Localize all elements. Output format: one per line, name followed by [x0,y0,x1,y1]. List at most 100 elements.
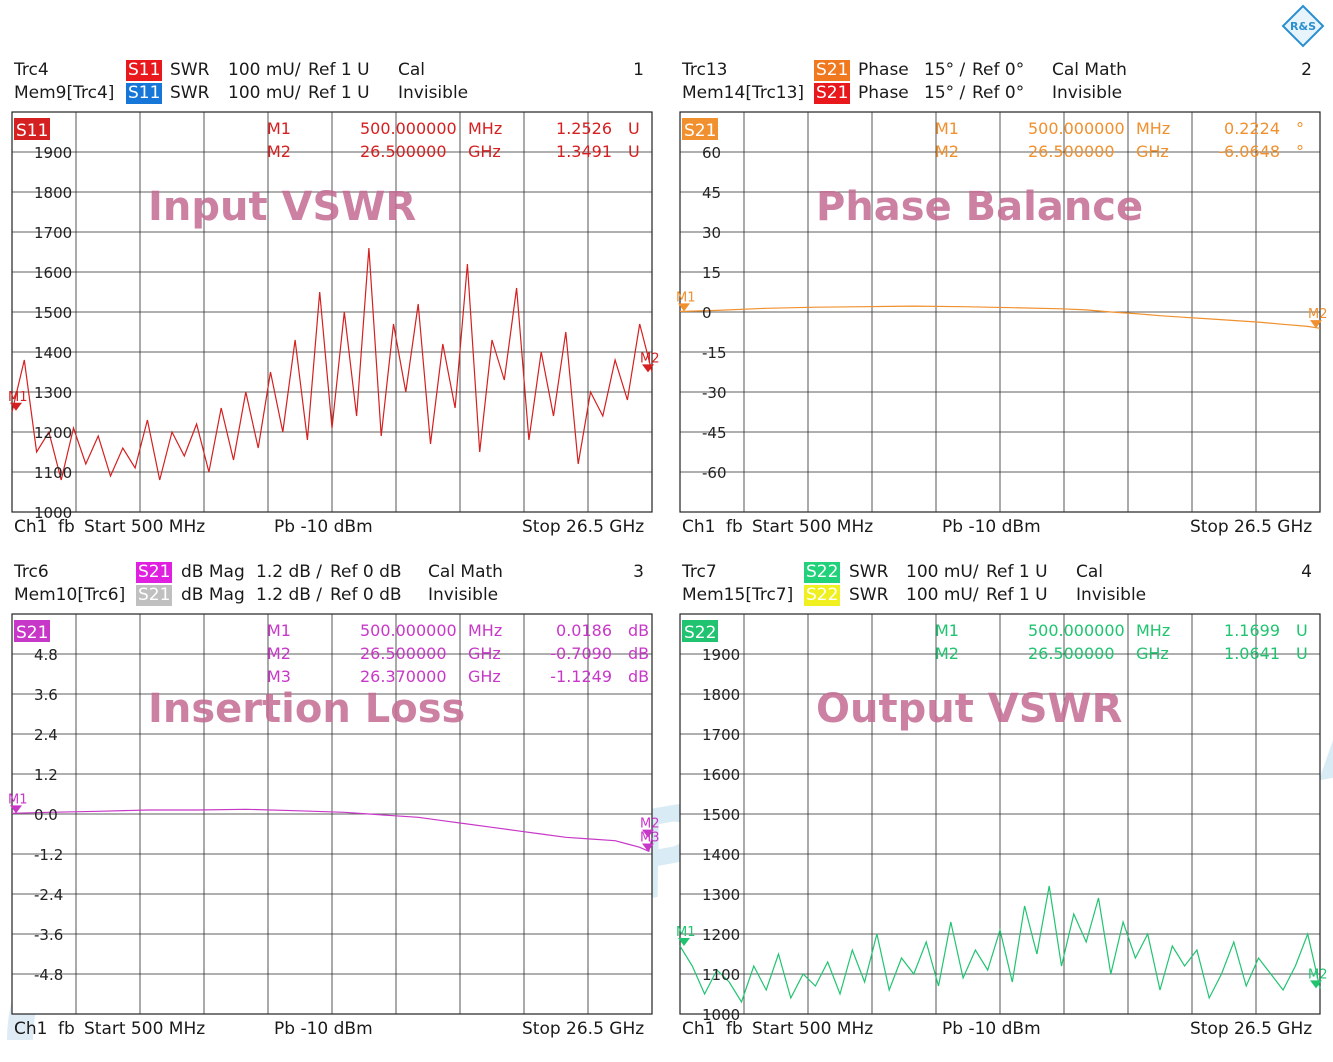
marker-label: M2 [1308,967,1328,982]
trace-row[interactable]: Trc6 S21 dB Mag 1.2 dB / Ref 0 dB Cal Ma… [0,562,650,584]
chart-plot-area[interactable]: Insertion Loss 4.8 3.6 2.4 1.2 0.0 -1.2 -2.4 -3.… [8,613,660,1015]
marker-readout-value: 1.0641 [1224,644,1280,663]
trace-cal: Cal [398,60,426,80]
footer-channel: Ch1 [682,517,716,537]
grid [12,112,652,513]
trace-name: Trc6 [14,562,49,582]
trace-ref: Ref 1 U [986,562,1048,582]
memory-cal: Invisible [428,585,499,605]
marker-triangle[interactable] [642,829,654,838]
y-tick-label: 0.0 [34,806,58,824]
y-tick-label: 1600 [34,264,72,282]
y-tick-label: 1900 [702,646,740,664]
memory-ref: Ref 0 dB [330,585,402,605]
trace-scale: 1.2 dB / [256,562,323,582]
marker-triangle[interactable] [642,843,654,852]
memory-name: Mem10[Trc6] [14,585,126,605]
y-tick-label: 1000 [702,1006,740,1024]
trace-name: Trc7 [682,562,717,582]
memory-row[interactable]: Mem14[Trc13] S21 Phase 15° / Ref 0° Invi… [668,83,1318,105]
memory-param-badge: S21 [814,83,851,104]
memory-ref: Ref 0° [972,83,1025,103]
marker-readout-name: M2 [267,644,291,663]
y-tick-label: 3.6 [34,686,58,704]
y-tick-label: 1100 [34,464,72,482]
trace-line [679,885,1321,1004]
panel-phase-balance: Trc13 S21 Phase 15° / Ref 0° Cal Math 2 … [668,60,1328,560]
plot-param-badge [682,118,718,140]
plot-param-badge [682,620,718,642]
trace-scale: 15° / [924,60,966,80]
memory-ref: Ref 1 U [308,83,370,103]
footer-stop: Stop 26.5 GHz [522,517,645,537]
memory-row[interactable]: Mem15[Trc7] S22 SWR 100 mU/ Ref 1 U Invi… [668,585,1318,607]
footer-channel: Ch1 [14,517,48,537]
marker-triangle[interactable] [678,938,690,946]
trace-cal: Cal Math [1052,60,1127,80]
memory-param-badge: S22 [804,585,841,606]
marker-readout-value: 1.1699 [1224,621,1280,640]
chart-title: Insertion Loss [148,686,465,732]
trace-format: SWR [170,60,210,80]
marker-readout-value: -1.1249 [550,667,612,686]
footer-channel: Ch1 [682,1019,716,1039]
y-tick-label: -45 [702,424,727,442]
marker-readout-value: 1.2526 [556,119,612,138]
trace-cal: Cal [1076,562,1104,582]
marker-readout-unit: ° [1296,119,1304,138]
grid [680,112,1320,512]
y-tick-label: 1900 [34,144,72,162]
trace-line [11,247,653,481]
footer-start: Start 500 MHz [752,1019,874,1039]
marker-readout-freq: 500.000000 [360,119,457,138]
marker-readout: M1 500.000000 MHz 1.2526 U M2 26.500000 GHz 1.34… [267,119,640,161]
trace-param-badge: S21 [814,60,851,81]
trace-format: Phase [858,60,909,80]
memory-cal: Invisible [398,83,469,103]
marker-triangle[interactable] [678,303,690,312]
marker-readout-unit: GHz [468,667,501,686]
memory-scale: 15° / [924,83,966,103]
y-tick-label: 1300 [34,384,72,402]
y-tick-label: 1.2 [34,766,58,784]
y-tick-label: 1400 [34,344,72,362]
y-tick-label: -60 [702,464,727,482]
memory-row[interactable]: Mem10[Trc6] S21 dB Mag 1.2 dB / Ref 0 dB… [0,585,650,607]
trace-line [679,305,1321,329]
marker-readout-name: M1 [935,621,959,640]
plot-param-label: S21 [16,623,48,643]
marker-readout-freq: 500.000000 [360,621,457,640]
marker-label: M1 [8,792,28,807]
y-tick-label: 1000 [34,504,72,522]
y-tick-label: 15 [702,264,721,282]
marker-triangle[interactable] [10,805,22,814]
trace-row[interactable]: Trc4 S11 SWR 100 mU/ Ref 1 U Cal 1 [0,60,650,82]
memory-row[interactable]: Mem9[Trc4] S11 SWR 100 mU/ Ref 1 U Invis… [0,83,650,105]
chart-plot-area[interactable]: Phase Balance 60 45 30 15 0 -15 -30 -45 -60 S21 M1 5… [676,111,1328,513]
marker-label: M1 [676,925,696,940]
marker-readout-unit: GHz [1136,142,1169,161]
trace-row[interactable]: Trc7 S22 SWR 100 mU/ Ref 1 U Cal 4 [668,562,1318,584]
marker-readout-freq: 500.000000 [1028,119,1125,138]
memory-ref: Ref 1 U [986,585,1048,605]
grid [12,614,652,1014]
marker-readout-unit: dB [628,644,649,663]
marker-triangle[interactable] [1310,980,1322,989]
trace-row[interactable]: Trc13 S21 Phase 15° / Ref 0° Cal Math 2 [668,60,1318,82]
trace-line [11,808,653,853]
memory-cal: Invisible [1052,83,1123,103]
chart-plot-area[interactable]: Input VSWR 1900 1800 1700 1600 1500 1400 1300 12… [8,111,660,522]
footer-power: Pb -10 dBm [274,1019,373,1039]
marker-triangle[interactable] [10,402,22,411]
marker-readout: M1 500.000000 MHz 1.1699 U M2 26.500000 GHz 1.06… [935,621,1308,663]
marker-triangle[interactable] [642,364,654,373]
panel-number: 3 [633,562,644,582]
footer-power: Pb -10 dBm [274,517,373,537]
marker-triangle[interactable] [1310,320,1322,329]
chart-plot-area[interactable]: Output VSWR 1900 1800 1700 1600 1500 1400 1300 1… [676,613,1328,1024]
marker-readout-name: M3 [267,667,291,686]
y-tick-label: -15 [702,344,727,362]
marker-readout-name: M1 [935,119,959,138]
footer-power: Pb -10 dBm [942,517,1041,537]
footer-channel: Ch1 [14,1019,48,1039]
